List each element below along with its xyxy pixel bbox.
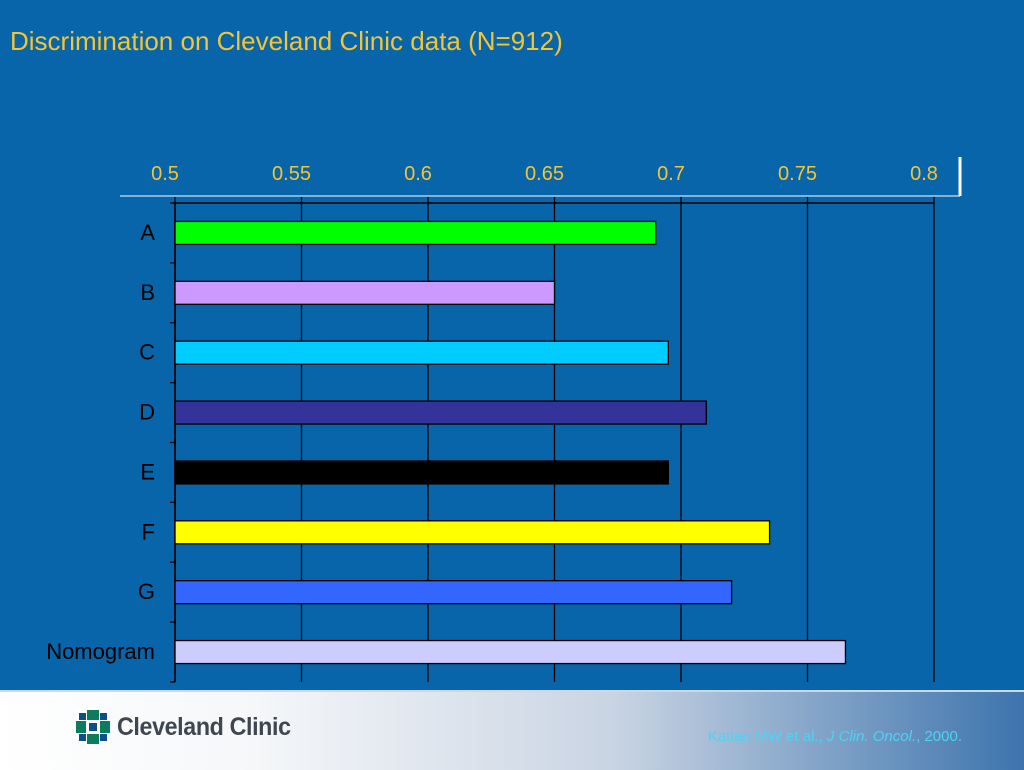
citation-year: , 2000. [916, 728, 962, 745]
y-category-label: G [138, 579, 155, 604]
citation-authors: Kattan MW et al., [707, 728, 827, 745]
bar-c [174, 340, 670, 365]
y-category-label: E [140, 459, 155, 484]
gridlines [170, 197, 935, 683]
bar-chart: 0.5 0.55 0.6 0.65 0.7 0.75 0.8 A B C D E F G Nomogram [46, 157, 962, 683]
cleveland-clinic-logo: Cleveland Clinic [76, 709, 304, 745]
y-category-label: A [140, 220, 155, 245]
bar-g [174, 580, 733, 605]
y-category-label: B [140, 280, 155, 305]
x-tick-label: 0.8 [910, 163, 938, 185]
bar-nomogram [174, 639, 847, 665]
x-tick-label: 0.65 [525, 163, 564, 185]
bar-a [174, 220, 657, 246]
x-tick-label: 0.55 [272, 163, 311, 185]
x-tick-label: 0.7 [657, 163, 685, 185]
y-category-label: D [139, 400, 155, 425]
bar-d [174, 400, 707, 425]
citation-journal: J Clin. Oncol. [826, 728, 917, 745]
logo-text: Cleveland Clinic [117, 712, 291, 741]
bar-e [174, 460, 670, 485]
x-tick-label: 0.6 [404, 163, 432, 185]
y-category-label: C [139, 340, 155, 365]
bar-b [174, 280, 556, 305]
footer: Cleveland Clinic Kattan MW et al., J Cli… [0, 690, 1024, 770]
x-tick-label: 0.5 [151, 163, 179, 185]
y-category-labels: A B C D E F G Nomogram [46, 220, 155, 664]
slide-title: Discrimination on Cleveland Clinic data … [10, 26, 563, 56]
bar-f [174, 520, 771, 545]
y-category-label: F [142, 519, 155, 544]
citation: Kattan MW et al., J Clin. Oncol., 2000. [708, 728, 962, 745]
x-tick-labels: 0.5 0.55 0.6 0.65 0.7 0.75 0.8 [151, 163, 938, 185]
y-category-label: Nomogram [46, 639, 155, 664]
x-tick-label: 0.75 [778, 163, 817, 185]
bars [174, 220, 847, 665]
cleveland-clinic-cross-icon [76, 710, 110, 744]
